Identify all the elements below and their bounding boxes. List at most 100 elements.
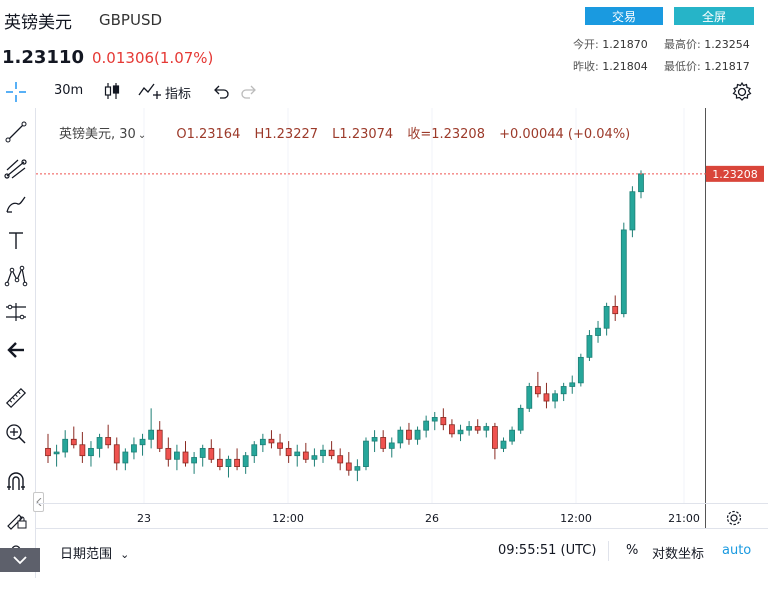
crosshair-icon[interactable]: [2, 78, 30, 106]
candle-body: [638, 173, 644, 193]
candle: [131, 437, 137, 460]
legend-high: H1.23227: [254, 127, 319, 142]
prediction-tool-icon[interactable]: [2, 298, 30, 326]
price-change: 0.01306(1.07%): [92, 49, 214, 67]
candle-body: [431, 417, 438, 422]
date-range-label: 日期范围: [60, 547, 113, 562]
candle: [371, 430, 378, 453]
candle-body: [216, 458, 223, 467]
auto-scale-toggle[interactable]: auto: [722, 543, 752, 558]
candle-body: [165, 447, 172, 460]
candle-body: [354, 466, 361, 471]
candle: [612, 295, 619, 321]
candle: [277, 433, 283, 456]
candle: [122, 448, 129, 471]
current-price: 1.23110: [2, 47, 84, 68]
candle-body: [371, 437, 378, 442]
x-tick-label: 21:00: [668, 512, 700, 525]
candle-body: [277, 442, 283, 449]
candle-body: [345, 462, 352, 471]
scroll-down-icon[interactable]: [0, 548, 40, 572]
legend-low: L1.23074: [332, 127, 394, 142]
candle-type-icon[interactable]: [103, 81, 121, 101]
candle: [431, 411, 438, 431]
settings-gear-icon[interactable]: [731, 81, 753, 103]
collapse-toolbar-icon[interactable]: [33, 492, 44, 512]
candle: [174, 444, 180, 471]
candle: [629, 186, 636, 238]
clock-time[interactable]: 09:55:51 (UTC): [498, 543, 597, 558]
indicators-icon[interactable]: [138, 81, 162, 101]
candle: [517, 404, 524, 434]
back-arrow-icon[interactable]: [2, 336, 30, 364]
percent-toggle[interactable]: %: [626, 543, 639, 558]
candle-body: [88, 447, 94, 457]
candle-body: [483, 426, 490, 431]
candle: [148, 408, 155, 449]
candle-body: [131, 444, 137, 453]
candle: [363, 437, 369, 471]
candle-body: [96, 437, 103, 449]
candle: [397, 426, 404, 449]
candle: [320, 444, 326, 463]
text-tool-icon[interactable]: [2, 226, 30, 254]
candle: [474, 419, 481, 434]
x-tick-label: 26: [425, 512, 439, 525]
fullscreen-button[interactable]: 全屏: [674, 7, 754, 25]
price-tag-label: 1.23208: [712, 168, 758, 181]
candle: [79, 432, 86, 463]
candle: [620, 222, 627, 318]
candle: [53, 444, 60, 467]
axis-settings-gear-icon[interactable]: [726, 510, 742, 526]
candle: [638, 170, 644, 199]
candle: [440, 408, 447, 431]
candle-body: [70, 438, 77, 446]
candle-body: [234, 458, 240, 467]
trade-button[interactable]: 交易: [585, 7, 663, 25]
candle: [208, 439, 215, 463]
candle: [449, 419, 455, 438]
candle: [268, 430, 275, 449]
candle: [70, 426, 77, 449]
candle-body: [337, 455, 344, 464]
candle-body: [474, 426, 481, 431]
ruler-icon[interactable]: [2, 384, 30, 412]
candle: [62, 430, 69, 458]
candle-body: [182, 451, 189, 464]
candle: [337, 448, 344, 471]
low-stat: 最低价: 1.21817: [664, 58, 750, 74]
price-chart[interactable]: 1.23208 23 12:00 26 12:00 21:00: [36, 108, 768, 528]
prev-close-stat: 昨收: 1.21804: [573, 58, 648, 74]
candle: [491, 422, 498, 460]
undo-icon[interactable]: [212, 82, 230, 100]
pattern-tool-icon[interactable]: [2, 262, 30, 290]
trend-line-icon[interactable]: [2, 118, 30, 146]
candle-body: [491, 426, 498, 449]
interval-button[interactable]: 30m: [54, 83, 84, 98]
indicators-button[interactable]: 指标: [165, 87, 192, 102]
candle-body: [53, 451, 60, 455]
candle-body: [612, 305, 619, 315]
magnet-icon[interactable]: [2, 468, 30, 496]
candle: [543, 382, 550, 409]
candle: [105, 424, 112, 449]
candle-body: [603, 305, 610, 329]
brush-icon[interactable]: [2, 190, 30, 218]
redo-icon[interactable]: [240, 82, 258, 100]
candle: [552, 390, 558, 409]
fib-tool-icon[interactable]: [2, 154, 30, 182]
candle-body: [302, 451, 309, 460]
log-scale-toggle[interactable]: 对数坐标: [652, 547, 705, 562]
lock-drawing-icon[interactable]: [2, 504, 30, 532]
candle-body: [457, 429, 464, 435]
date-range-button[interactable]: 日期范围 ⌄: [60, 543, 129, 562]
candle: [509, 426, 515, 445]
legend-chevron-icon[interactable]: ⌄: [137, 130, 147, 141]
candle: [311, 448, 318, 467]
zoom-in-icon[interactable]: [2, 420, 30, 448]
x-tick-label: 12:00: [272, 512, 304, 525]
x-tick-label: 12:00: [560, 512, 592, 525]
candle: [225, 455, 232, 478]
legend-title[interactable]: 英镑美元, 30: [59, 127, 136, 142]
candle: [328, 441, 335, 460]
